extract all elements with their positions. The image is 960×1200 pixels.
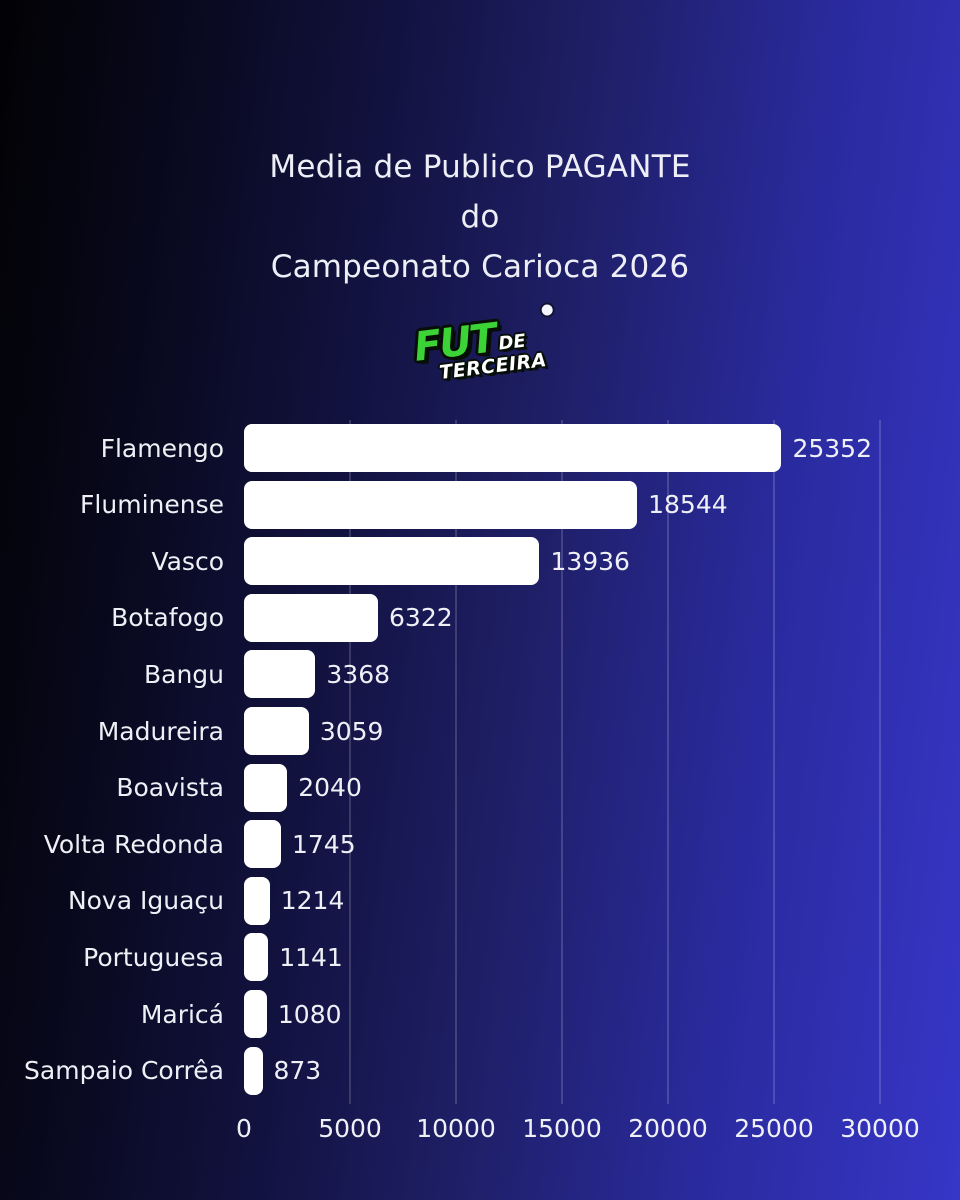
gridline (667, 420, 669, 1104)
bar-track: 1141 (244, 933, 343, 982)
x-axis: 0 5000 10000 15000 20000 25000 30000 (0, 1108, 960, 1148)
bar (244, 480, 638, 529)
bar (244, 650, 316, 699)
bar (244, 424, 782, 472)
value-label: 2040 (298, 773, 362, 803)
category-label: Maricá (140, 999, 224, 1029)
bar-track: 18544 (244, 480, 728, 529)
chart-row: Botafogo 6322 (0, 593, 960, 642)
value-label: 18544 (648, 490, 728, 520)
x-tick-label: 20000 (628, 1114, 708, 1143)
value-label: 3368 (326, 659, 391, 689)
x-tick-label: 10000 (416, 1114, 496, 1143)
value-label: 1080 (277, 999, 342, 1029)
value-label: 3059 (319, 716, 384, 746)
chart-row: Madureira 3059 (0, 707, 960, 755)
bar (244, 990, 267, 1038)
logo-inner: FUT DE TERCEIRA (412, 303, 554, 386)
chart-row: Portuguesa 1141 (0, 933, 960, 982)
bar-track: 3059 (244, 707, 383, 755)
value-label: 6322 (389, 603, 453, 633)
chart-title: Media de Publico PAGANTE do Campeonato C… (0, 142, 960, 292)
gridlines (0, 420, 960, 1104)
bar (244, 593, 379, 642)
gridline (455, 420, 457, 1104)
bar-track: 13936 (244, 537, 630, 586)
chart-row: Bangu 3368 (0, 650, 960, 699)
category-label: Botafogo (111, 603, 224, 633)
bar-track: 1745 (244, 820, 356, 869)
category-label: Vasco (151, 546, 224, 576)
soccer-ball-icon (541, 303, 554, 317)
logo-text-de: DE (497, 330, 527, 355)
x-tick-label: 0 (236, 1114, 252, 1143)
bar (244, 1046, 263, 1095)
gridline (879, 420, 881, 1104)
x-tick-label: 25000 (734, 1114, 814, 1143)
category-label: Fluminense (80, 490, 224, 520)
category-label: Madureira (97, 716, 224, 746)
category-label: Bangu (143, 659, 224, 689)
bar-track: 873 (244, 1046, 322, 1095)
title-line-3: Campeonato Carioca 2026 (270, 249, 690, 285)
category-label: Sampaio Corrêa (24, 1056, 224, 1086)
category-label: Boavista (116, 773, 224, 803)
chart-row: Nova Iguaçu 1214 (0, 876, 960, 925)
gridline (349, 420, 351, 1104)
bar (244, 763, 288, 812)
bar-track: 1214 (244, 876, 345, 925)
gridline (773, 420, 775, 1104)
chart-row: Boavista 2040 (0, 763, 960, 812)
x-tick-label: 15000 (522, 1114, 602, 1143)
bar-track: 2040 (244, 763, 362, 812)
bar (244, 537, 540, 586)
chart-row: Fluminense 18544 (0, 480, 960, 529)
x-tick-label: 30000 (840, 1114, 920, 1143)
value-label: 1214 (280, 886, 345, 916)
gridline (561, 420, 563, 1104)
bar-track: 6322 (244, 593, 453, 642)
category-label: Flamengo (100, 433, 224, 463)
title-line-2: do (460, 199, 500, 235)
value-label: 873 (273, 1056, 322, 1086)
category-label: Nova Iguaçu (67, 886, 224, 916)
bar (244, 820, 281, 869)
bar (244, 876, 270, 925)
value-label: 13936 (550, 546, 630, 576)
title-line-1: Media de Publico PAGANTE (269, 149, 691, 185)
category-label: Portuguesa (83, 942, 224, 972)
chart-row: Flamengo 25352 (0, 424, 960, 472)
bar-chart: Flamengo 25352 Fluminense 18544 Vasco 13936 Bo… (0, 420, 960, 1150)
bar-track: 25352 (244, 424, 872, 472)
category-label: Volta Redonda (43, 829, 224, 859)
chart-row: Vasco 13936 (0, 537, 960, 586)
bar (244, 933, 269, 982)
value-label: 25352 (792, 433, 872, 463)
chart-row: Maricá 1080 (0, 990, 960, 1038)
value-label: 1745 (291, 829, 356, 859)
chart-row: Sampaio Corrêa 873 (0, 1046, 960, 1095)
bar (244, 707, 309, 755)
x-tick-label: 5000 (318, 1114, 382, 1143)
bar-track: 1080 (244, 990, 342, 1038)
bar-track: 3368 (244, 650, 391, 699)
value-label: 1141 (279, 942, 343, 972)
fut-de-terceira-logo: FUT DE TERCEIRA (0, 303, 960, 384)
chart-row: Volta Redonda 1745 (0, 820, 960, 869)
